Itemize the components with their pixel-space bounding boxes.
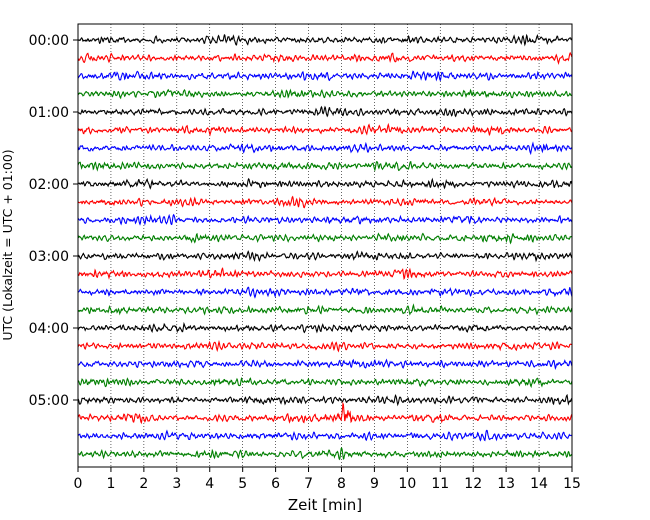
y-tick-label: 02:00 bbox=[29, 177, 69, 193]
y-axis: 00:00 01:00 02:00 03:00 04:00 05:00 bbox=[29, 33, 78, 409]
x-tick-label: 6 bbox=[271, 476, 280, 492]
x-tick-label: 12 bbox=[464, 476, 482, 492]
x-axis-label: Zeit [min] bbox=[288, 496, 362, 514]
grid-lines bbox=[110, 24, 540, 467]
trace-0445 bbox=[77, 376, 573, 389]
x-tick-label: 4 bbox=[205, 476, 214, 492]
trace-0530 bbox=[77, 429, 573, 442]
trace-0200 bbox=[77, 177, 573, 190]
x-tick-label: 1 bbox=[106, 476, 115, 492]
trace-0545 bbox=[77, 447, 573, 461]
trace-0115 bbox=[77, 122, 573, 137]
trace-0130 bbox=[77, 141, 573, 156]
y-tick-label: 05:00 bbox=[29, 393, 69, 409]
y-tick-label: 03:00 bbox=[29, 249, 69, 265]
trace-0345 bbox=[77, 303, 573, 316]
trace-0145 bbox=[77, 160, 573, 172]
x-tick-label: 13 bbox=[497, 476, 515, 492]
trace-0100 bbox=[77, 105, 573, 118]
trace-0415 bbox=[77, 339, 573, 353]
seismic-traces bbox=[77, 33, 573, 461]
x-tick-label: 11 bbox=[431, 476, 449, 492]
trace-0315 bbox=[77, 267, 573, 281]
trace-0045 bbox=[77, 88, 573, 100]
y-axis-label: UTC (Lokalzeit = UTC + 01:00) bbox=[0, 149, 15, 340]
trace-0330 bbox=[77, 286, 573, 299]
x-tick-label: 10 bbox=[398, 476, 416, 492]
y-tick-label: 01:00 bbox=[29, 105, 69, 121]
trace-0515 bbox=[77, 401, 573, 425]
trace-0300 bbox=[77, 250, 573, 263]
x-tick-label: 14 bbox=[530, 476, 548, 492]
trace-0400 bbox=[77, 321, 573, 334]
x-tick-label: 15 bbox=[563, 476, 581, 492]
y-tick-label: 04:00 bbox=[29, 321, 69, 337]
trace-0000 bbox=[77, 33, 573, 47]
trace-0030 bbox=[77, 70, 573, 82]
x-tick-label: 0 bbox=[74, 476, 83, 492]
y-tick-label: 00:00 bbox=[29, 33, 69, 49]
x-tick-label: 2 bbox=[139, 476, 148, 492]
trace-0430 bbox=[77, 358, 573, 371]
trace-0230 bbox=[77, 213, 573, 226]
x-tick-label: 7 bbox=[304, 476, 313, 492]
trace-0015 bbox=[77, 51, 573, 66]
trace-0245 bbox=[77, 232, 573, 245]
x-axis: 0 1 2 3 4 5 6 7 8 9 10 11 12 13 14 15 bbox=[74, 467, 581, 492]
x-tick-label: 3 bbox=[172, 476, 181, 492]
x-tick-label: 8 bbox=[337, 476, 346, 492]
trace-0215 bbox=[77, 195, 573, 209]
plot-frame bbox=[77, 23, 573, 468]
x-tick-label: 9 bbox=[370, 476, 379, 492]
x-tick-label: 5 bbox=[238, 476, 247, 492]
trace-0500 bbox=[77, 393, 573, 407]
